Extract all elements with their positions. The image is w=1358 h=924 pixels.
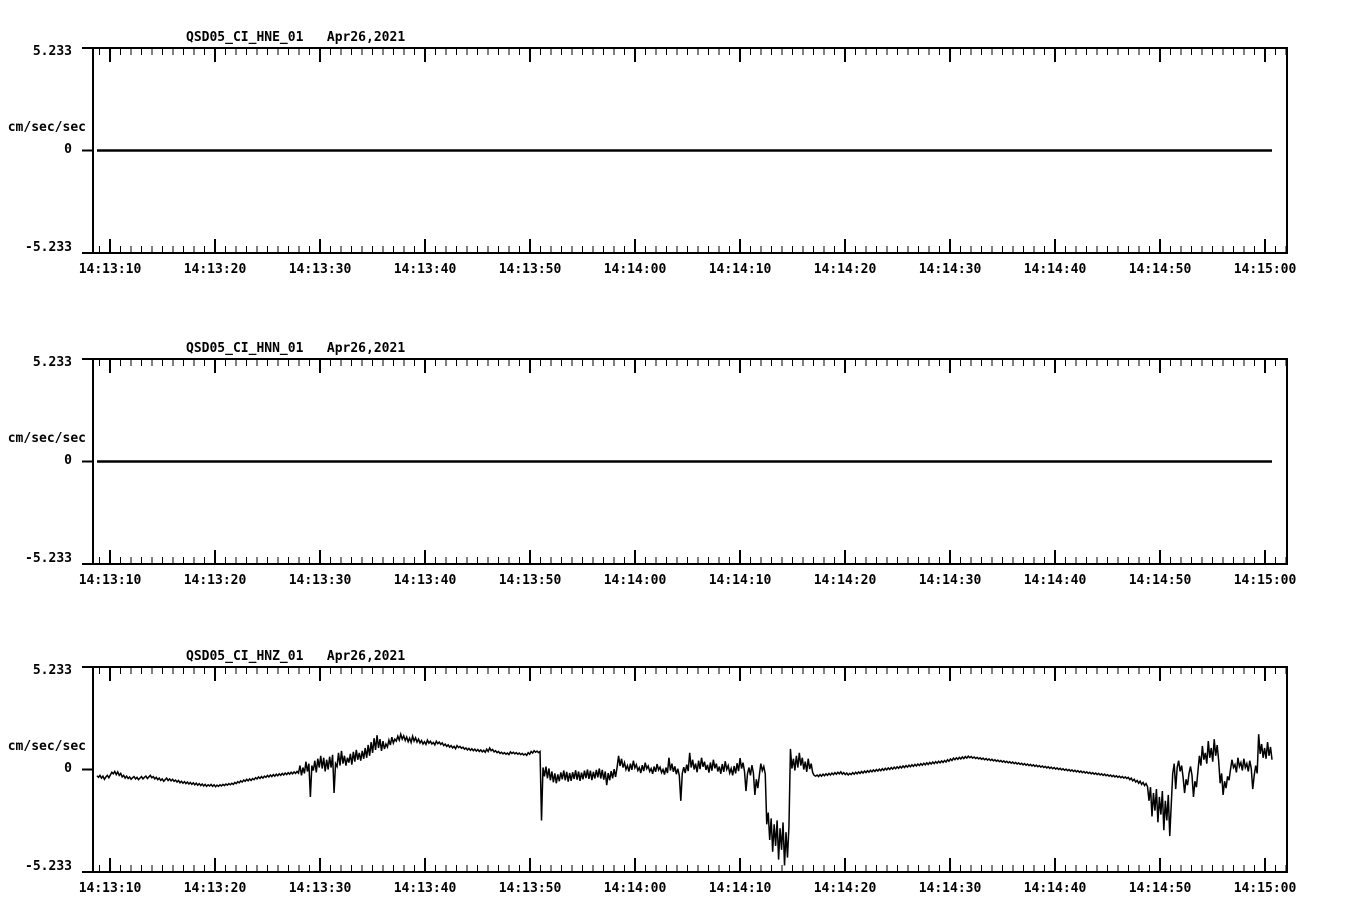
y-axis-unit-label-hne: cm/sec/sec bbox=[7, 120, 86, 135]
panel-hne: QSD05_CI_HNE_01 Apr26,2021 5.233 cm/sec/… bbox=[0, 0, 1358, 300]
x-tick-label: 14:14:30 bbox=[918, 262, 982, 277]
x-tick-label: 14:15:00 bbox=[1233, 881, 1297, 896]
waveform-trace bbox=[96, 731, 1273, 866]
panel-hnn: QSD05_CI_HNN_01 Apr26,2021 5.233 cm/sec/… bbox=[0, 311, 1358, 611]
x-tick-label: 14:13:10 bbox=[78, 881, 142, 896]
x-tick-label: 14:14:50 bbox=[1128, 573, 1192, 588]
x-tick-label: 14:14:10 bbox=[708, 262, 772, 277]
panel-title-hne: QSD05_CI_HNE_01 Apr26,2021 bbox=[186, 30, 406, 45]
x-tick-label: 14:13:20 bbox=[183, 262, 247, 277]
y-axis-unit-label-hnz: cm/sec/sec bbox=[7, 739, 86, 754]
panel-title-hnn: QSD05_CI_HNN_01 Apr26,2021 bbox=[186, 341, 406, 356]
x-tick-label: 14:13:30 bbox=[288, 573, 352, 588]
x-tick-label: 14:13:50 bbox=[498, 573, 562, 588]
x-tick-label: 14:14:00 bbox=[603, 262, 667, 277]
x-tick-label: 14:14:40 bbox=[1023, 262, 1087, 277]
panel-hnz: QSD05_CI_HNZ_01 Apr26,2021 5.233 cm/sec/… bbox=[0, 619, 1358, 924]
x-tick-label: 14:15:00 bbox=[1233, 262, 1297, 277]
x-tick-label: 14:14:40 bbox=[1023, 573, 1087, 588]
y-tick-zero-hne: 0 bbox=[64, 142, 72, 157]
y-tick-max-hnn: 5.233 bbox=[32, 355, 72, 370]
x-tick-label: 14:13:10 bbox=[78, 262, 142, 277]
x-tick-label: 14:15:00 bbox=[1233, 573, 1297, 588]
x-tick-label: 14:13:50 bbox=[498, 262, 562, 277]
x-tick-label: 14:13:10 bbox=[78, 573, 142, 588]
plot-area-hnz bbox=[82, 666, 1288, 873]
y-tick-min-hne: -5.233 bbox=[25, 240, 72, 255]
x-tick-label: 14:14:20 bbox=[813, 262, 877, 277]
x-tick-label: 14:14:10 bbox=[708, 573, 772, 588]
y-tick-min-hnn: -5.233 bbox=[25, 551, 72, 566]
x-tick-label: 14:14:20 bbox=[813, 573, 877, 588]
y-tick-min-hnz: -5.233 bbox=[25, 859, 72, 874]
y-tick-zero-hnn: 0 bbox=[64, 453, 72, 468]
x-tick-label: 14:13:40 bbox=[393, 881, 457, 896]
x-tick-label: 14:13:50 bbox=[498, 881, 562, 896]
x-tick-label: 14:14:30 bbox=[918, 881, 982, 896]
y-tick-zero-hnz: 0 bbox=[64, 761, 72, 776]
x-tick-label: 14:14:10 bbox=[708, 881, 772, 896]
y-tick-max-hne: 5.233 bbox=[32, 44, 72, 59]
x-tick-label: 14:14:00 bbox=[603, 881, 667, 896]
x-tick-label: 14:14:30 bbox=[918, 573, 982, 588]
panel-title-hnz: QSD05_CI_HNZ_01 Apr26,2021 bbox=[186, 649, 406, 664]
x-tick-label: 14:13:30 bbox=[288, 262, 352, 277]
y-axis-unit-label-hnn: cm/sec/sec bbox=[7, 431, 86, 446]
x-tick-label: 14:13:40 bbox=[393, 573, 457, 588]
x-tick-label: 14:14:20 bbox=[813, 881, 877, 896]
plot-area-hnn bbox=[82, 358, 1288, 565]
x-tick-label: 14:14:00 bbox=[603, 573, 667, 588]
x-tick-label: 14:13:40 bbox=[393, 262, 457, 277]
x-tick-label: 14:14:50 bbox=[1128, 262, 1192, 277]
x-tick-label: 14:14:50 bbox=[1128, 881, 1192, 896]
plot-area-hne bbox=[82, 47, 1288, 254]
x-tick-label: 14:13:20 bbox=[183, 573, 247, 588]
x-tick-label: 14:13:30 bbox=[288, 881, 352, 896]
x-tick-label: 14:14:40 bbox=[1023, 881, 1087, 896]
y-tick-max-hnz: 5.233 bbox=[32, 663, 72, 678]
x-tick-label: 14:13:20 bbox=[183, 881, 247, 896]
